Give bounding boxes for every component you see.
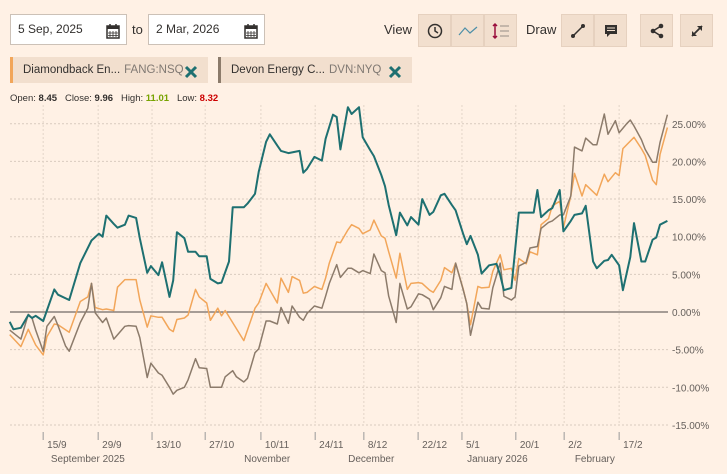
time-period-button[interactable] — [418, 14, 451, 47]
close-icon[interactable] — [184, 63, 198, 89]
chart-type-button[interactable] — [451, 14, 484, 47]
y-tick-label: 15.00% — [672, 195, 706, 206]
y-tick-label: 25.00% — [672, 120, 706, 131]
x-tick-label: 13/10 — [156, 440, 181, 451]
line-chart-icon — [458, 26, 477, 35]
series-line-main-instrument — [8, 106, 668, 331]
from-date-input[interactable]: 5 Sep, 2025 — [10, 14, 127, 45]
low-value: 8.32 — [199, 93, 219, 104]
y-tick-label: 20.00% — [672, 157, 706, 168]
fullscreen-button[interactable] — [680, 14, 713, 47]
x-tick-label: 5/1 — [466, 440, 480, 451]
y-tick-label: 10.00% — [672, 233, 706, 244]
x-tick-label: 24/11 — [319, 440, 344, 451]
indicators-icon — [491, 22, 509, 39]
tag-name: Diamondback En... — [23, 64, 121, 76]
high-value: 11.01 — [145, 93, 170, 104]
comparison-tag-dvn[interactable]: Devon Energy C... DVN:NYQ — [218, 57, 412, 83]
series-line-dvn-nyq — [9, 113, 669, 395]
share-icon — [650, 23, 663, 38]
x-tick-label: 22/12 — [422, 440, 447, 451]
draw-line-button[interactable] — [561, 14, 594, 47]
month-label: December — [348, 454, 395, 465]
y-tick-label: -15.00% — [672, 421, 709, 432]
annotation-button[interactable] — [594, 14, 627, 47]
month-label: February — [575, 454, 615, 465]
series-line-fang-nsq — [9, 127, 669, 356]
x-tick-label: 20/1 — [520, 440, 540, 451]
to-label: to — [132, 22, 143, 37]
month-label: November — [244, 454, 291, 465]
comment-icon — [604, 24, 617, 37]
low-label: Low: — [176, 93, 198, 104]
tag-ticker: FANG:NSQ — [124, 64, 184, 76]
calendar-icon[interactable] — [244, 21, 258, 50]
month-label: September 2025 — [51, 454, 125, 465]
y-tick-label: -5.00% — [672, 346, 704, 357]
to-date-input[interactable]: 2 Mar, 2026 — [148, 14, 265, 45]
calendar-icon[interactable] — [106, 21, 120, 50]
high-label: High: — [120, 93, 144, 104]
expand-icon — [690, 24, 703, 37]
x-tick-label: 2/2 — [568, 440, 582, 451]
open-value: 8.45 — [38, 93, 58, 104]
y-tick-label: -10.00% — [672, 383, 709, 394]
tag-name: Devon Energy C... — [231, 64, 325, 76]
clock-icon — [427, 23, 442, 38]
ohlc-readout: Open: 8.45 Close: 9.96 High: 11.01 Low: … — [10, 93, 218, 104]
indicators-button[interactable] — [484, 14, 517, 47]
x-tick-label: 15/9 — [47, 440, 67, 451]
share-button[interactable] — [640, 14, 673, 47]
from-date-value: 5 Sep, 2025 — [18, 22, 83, 36]
close-label: Close: — [64, 93, 92, 104]
x-tick-label: 27/10 — [209, 440, 234, 451]
x-tick-label: 8/12 — [368, 440, 388, 451]
close-value: 9.96 — [94, 93, 114, 104]
y-tick-label: 0.00% — [672, 308, 700, 319]
x-tick-label: 17/2 — [623, 440, 643, 451]
month-label: January 2026 — [467, 454, 528, 465]
x-tick-label: 10/11 — [265, 440, 290, 451]
comparison-tag-fang[interactable]: Diamondback En... FANG:NSQ — [10, 57, 208, 83]
to-date-value: 2 Mar, 2026 — [156, 22, 220, 36]
tag-ticker: DVN:NYQ — [328, 64, 382, 76]
x-tick-label: 29/9 — [102, 440, 122, 451]
close-icon[interactable] — [388, 63, 402, 89]
draw-label: Draw — [526, 22, 557, 37]
view-label: View — [384, 22, 412, 37]
open-label: Open: — [10, 93, 36, 104]
y-tick-label: 5.00% — [672, 270, 700, 281]
draw-line-icon — [570, 23, 585, 38]
